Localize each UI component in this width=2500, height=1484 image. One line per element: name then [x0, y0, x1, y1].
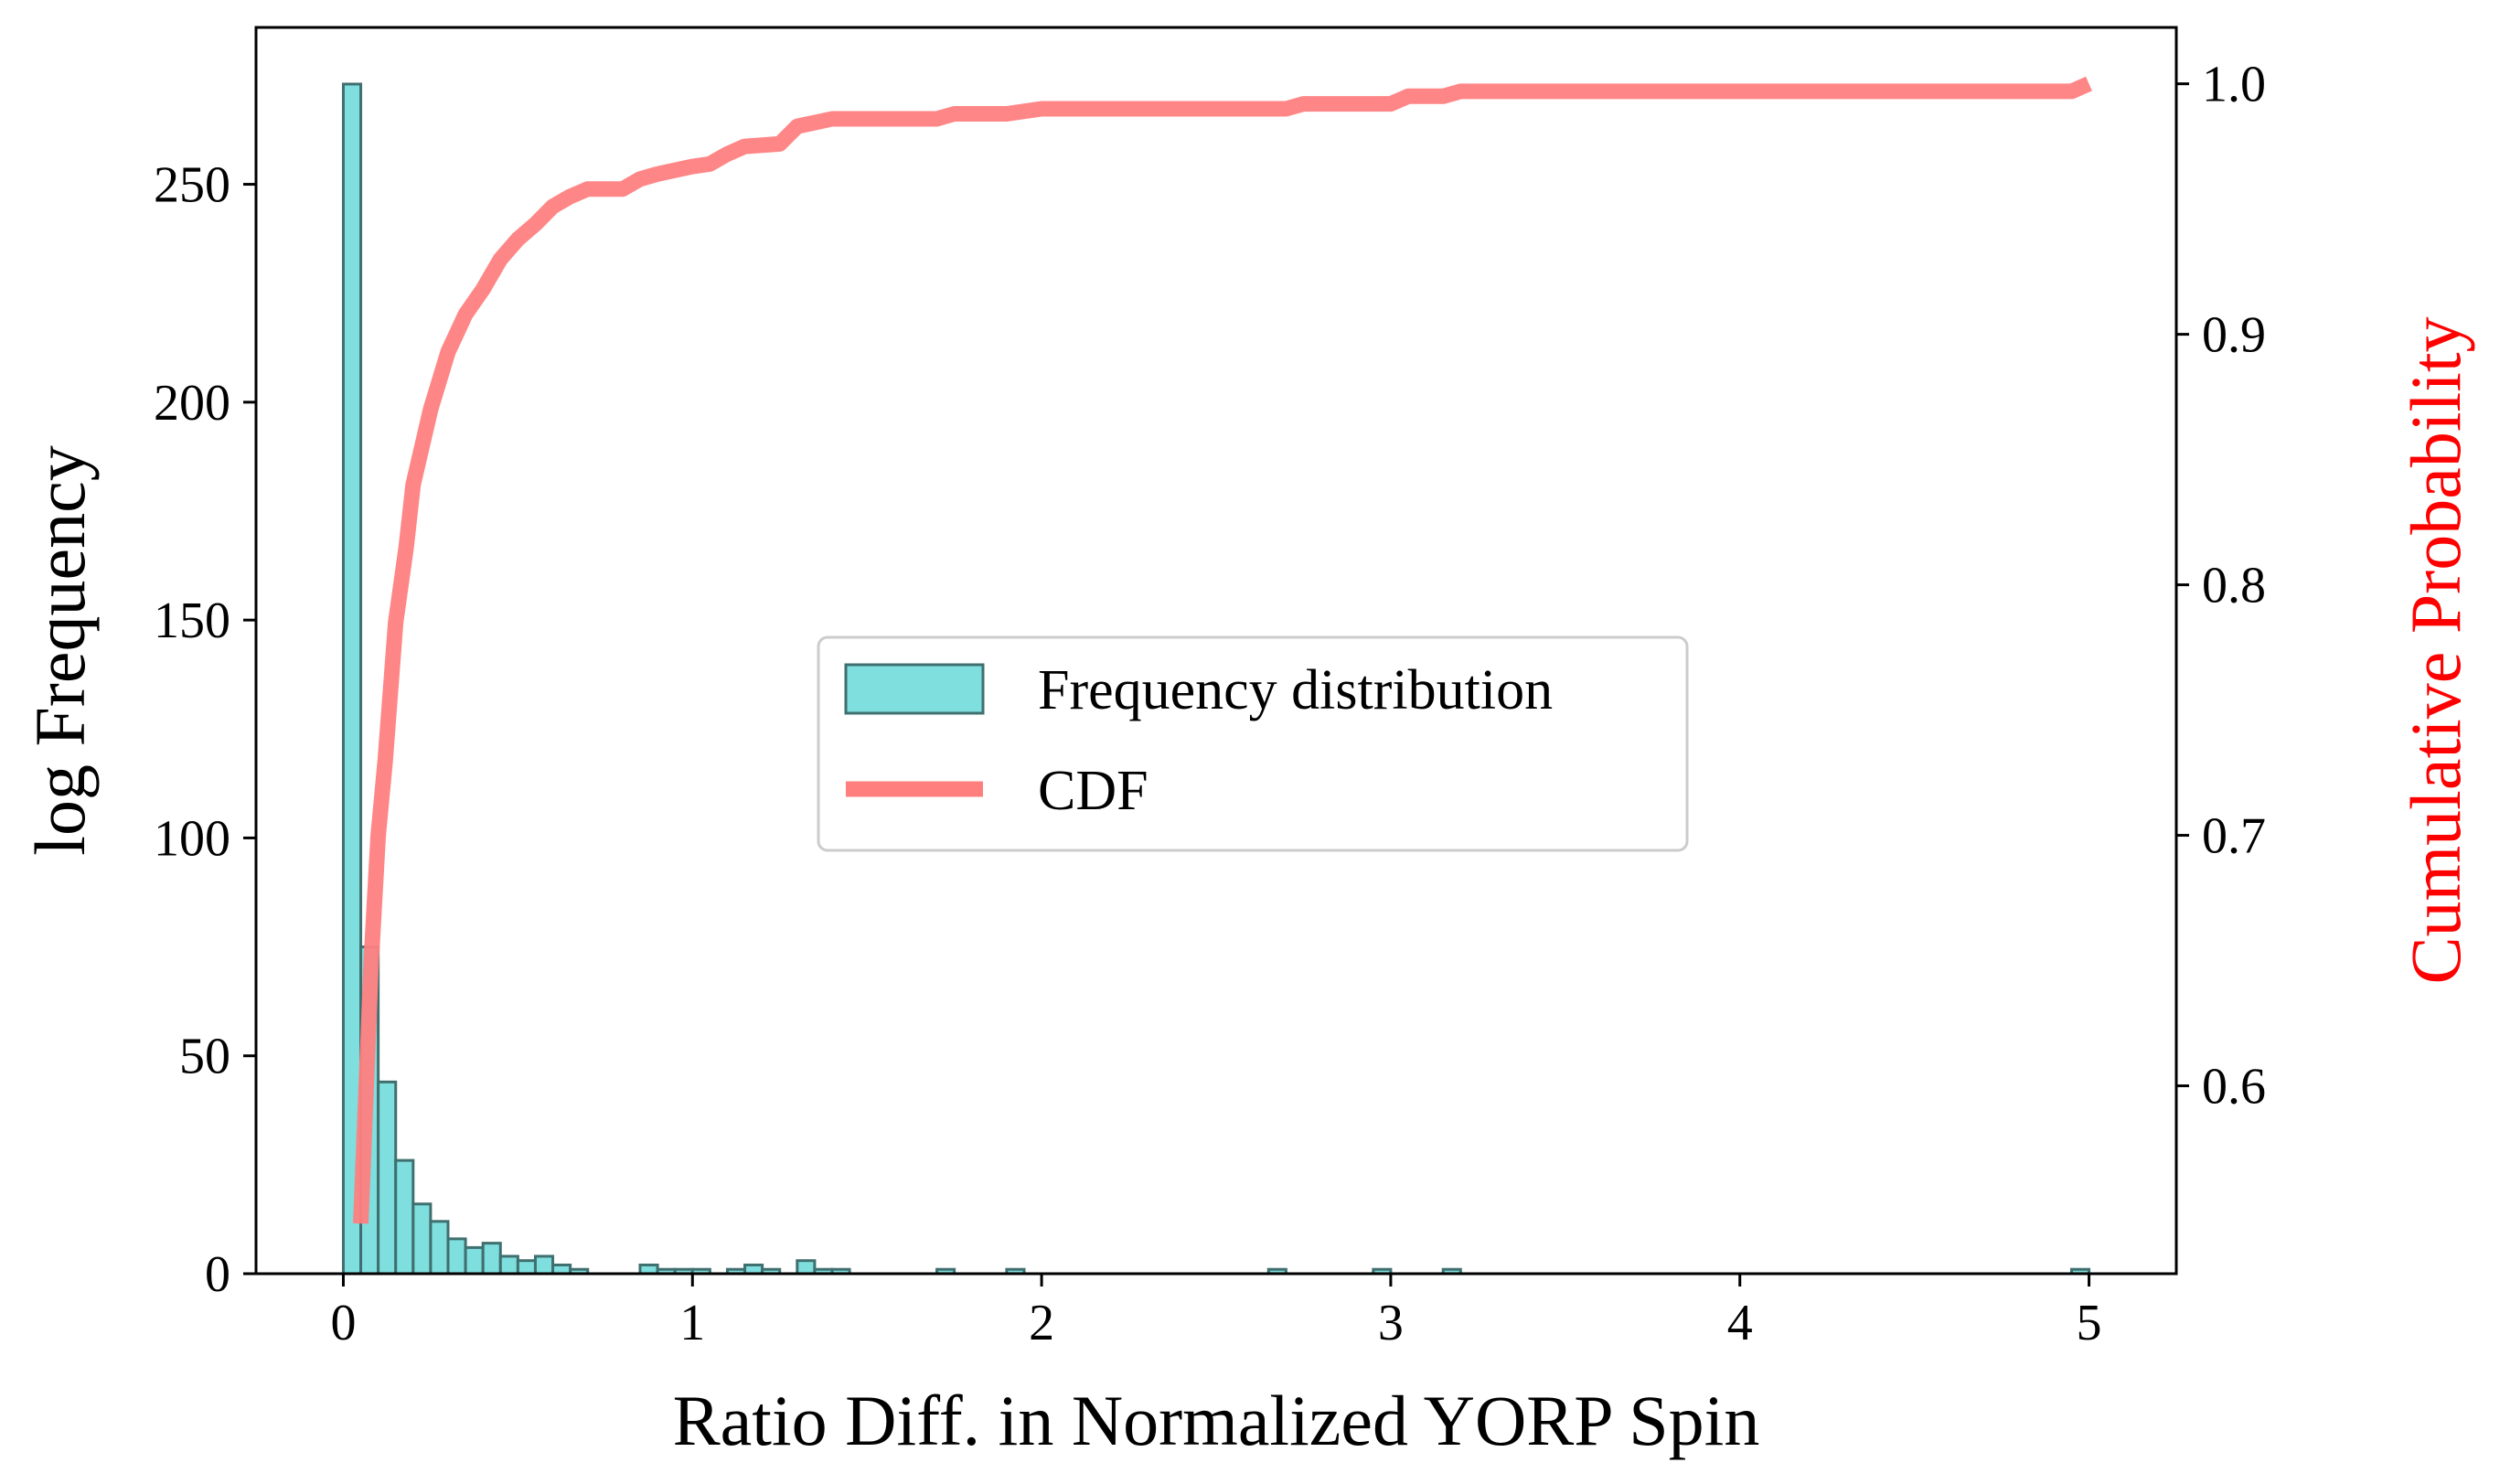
histogram-bar [481, 1242, 502, 1276]
histogram-bar [429, 1220, 450, 1276]
y-axis-left-title: log Frequency [20, 445, 100, 855]
histogram-bar [411, 1202, 433, 1276]
y-tick-label: 0 [205, 1246, 230, 1303]
legend-box [817, 635, 1689, 852]
y2-tick-label: 0.9 [2202, 307, 2266, 364]
cdf-layer [353, 76, 2092, 1224]
plot-frame [254, 26, 2178, 1276]
y-tick-label: 150 [154, 593, 230, 649]
y2-tick-label: 1.0 [2202, 57, 2266, 113]
y2-tick-label: 0.7 [2202, 808, 2266, 865]
y-axis-right: 0.6 0.7 0.8 0.9 1.0 [2176, 57, 2266, 1116]
legend-label-histogram: Frequency distribution [1038, 659, 1553, 721]
y-axis-right-title: Cumulative Probability [2396, 316, 2475, 984]
histogram-bars [341, 82, 2091, 1276]
cdf-line [353, 76, 2092, 1224]
y2-tick-label: 0.6 [2202, 1059, 2266, 1116]
legend: Frequency distribution CDF [817, 635, 1689, 852]
y2-tick-label: 0.8 [2202, 558, 2266, 614]
histogram-bar [464, 1245, 485, 1276]
x-tick-label: 4 [1727, 1295, 1753, 1351]
y-tick-label: 100 [154, 810, 230, 867]
histogram-bar [533, 1254, 555, 1276]
x-tick-label: 3 [1378, 1295, 1404, 1351]
histogram-bar [394, 1158, 415, 1276]
x-axis: 0 1 2 3 4 5 [330, 1274, 2102, 1351]
histogram-bar [516, 1259, 537, 1276]
legend-swatch-histogram [844, 663, 985, 715]
x-axis-title: Ratio Diff. in Normalized YORP Spin [673, 1381, 1760, 1460]
x-tick-label: 5 [2077, 1295, 2102, 1351]
y-tick-label: 250 [154, 157, 230, 214]
histogram-bar [498, 1254, 519, 1276]
y-axis-left: 0 50 100 150 200 250 [154, 157, 256, 1303]
x-tick-label: 1 [679, 1295, 705, 1351]
legend-label-cdf: CDF [1038, 760, 1149, 822]
histogram-bar [796, 1259, 817, 1276]
y-tick-label: 200 [154, 375, 230, 432]
histogram-bar [377, 1080, 398, 1276]
y-tick-label: 50 [179, 1029, 230, 1085]
x-tick-label: 0 [330, 1295, 356, 1351]
histogram-bar [446, 1237, 467, 1276]
x-tick-label: 2 [1029, 1295, 1054, 1351]
